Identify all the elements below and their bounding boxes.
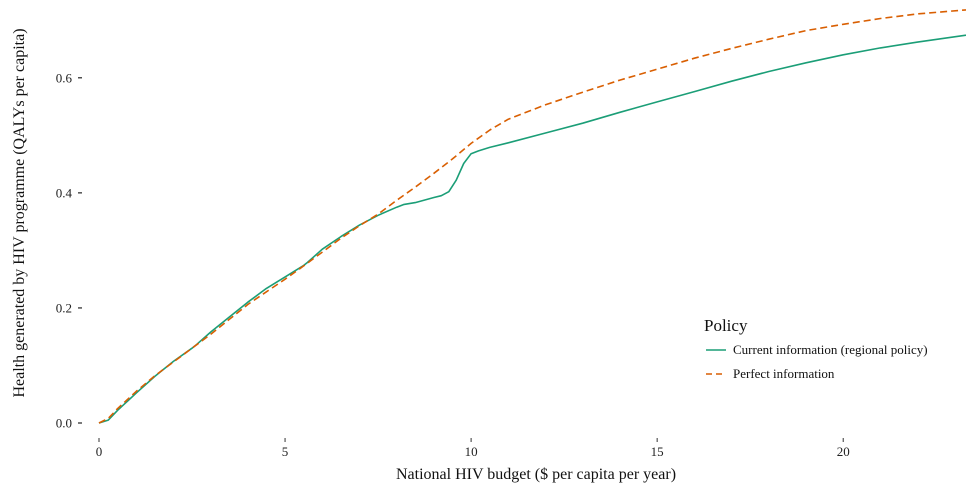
legend-label-current-information: Current information (regional policy): [733, 342, 928, 357]
x-tick-label: 10: [465, 444, 478, 459]
y-tick-label: 0.6: [56, 70, 73, 85]
x-tick-label: 15: [651, 444, 664, 459]
y-axis-title: Health generated by HIV programme (QALYs…: [11, 28, 28, 397]
legend: Policy Current information (regional pol…: [704, 316, 928, 381]
x-axis: 0 5 10 15 20: [96, 438, 850, 459]
x-axis-title: National HIV budget ($ per capita per ye…: [396, 466, 676, 483]
legend-label-perfect-information: Perfect information: [733, 366, 835, 381]
series-line-current-information: [98, 34, 966, 424]
y-axis: 0.0 0.2 0.4 0.6: [56, 70, 82, 431]
x-tick-label: 0: [96, 444, 103, 459]
y-tick-label: 0.2: [56, 300, 72, 315]
x-tick-label: 20: [837, 444, 850, 459]
y-tick-label: 0.4: [56, 185, 73, 200]
legend-title: Policy: [704, 316, 748, 335]
y-tick-label: 0.0: [56, 416, 72, 431]
series-line-perfect-information: [98, 9, 966, 424]
x-tick-label: 5: [282, 444, 289, 459]
series-layer: [98, 9, 966, 424]
